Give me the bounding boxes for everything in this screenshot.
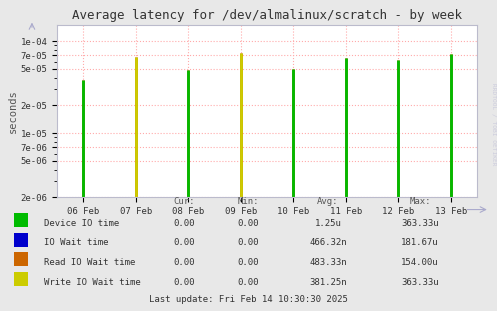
Text: 154.00u: 154.00u bbox=[401, 258, 439, 267]
Text: 363.33u: 363.33u bbox=[401, 278, 439, 286]
Text: 0.00: 0.00 bbox=[173, 278, 195, 286]
Text: Read IO Wait time: Read IO Wait time bbox=[44, 258, 135, 267]
Text: Write IO Wait time: Write IO Wait time bbox=[44, 278, 141, 286]
Text: 483.33n: 483.33n bbox=[309, 258, 347, 267]
Text: 0.00: 0.00 bbox=[238, 278, 259, 286]
Text: Max:: Max: bbox=[409, 197, 431, 206]
Title: Average latency for /dev/almalinux/scratch - by week: Average latency for /dev/almalinux/scrat… bbox=[72, 9, 462, 22]
Text: Cur:: Cur: bbox=[173, 197, 195, 206]
Text: 0.00: 0.00 bbox=[173, 239, 195, 247]
Text: 0.00: 0.00 bbox=[238, 219, 259, 228]
Text: RRDTOOL / TOBI OETIKER: RRDTOOL / TOBI OETIKER bbox=[491, 83, 496, 166]
Y-axis label: seconds: seconds bbox=[8, 89, 18, 133]
Text: Avg:: Avg: bbox=[317, 197, 339, 206]
Text: Last update: Fri Feb 14 10:30:30 2025: Last update: Fri Feb 14 10:30:30 2025 bbox=[149, 295, 348, 304]
Text: Device IO time: Device IO time bbox=[44, 219, 119, 228]
Text: 0.00: 0.00 bbox=[238, 239, 259, 247]
Text: 363.33u: 363.33u bbox=[401, 219, 439, 228]
Text: 0.00: 0.00 bbox=[173, 219, 195, 228]
Text: 0.00: 0.00 bbox=[238, 258, 259, 267]
Text: 181.67u: 181.67u bbox=[401, 239, 439, 247]
Text: IO Wait time: IO Wait time bbox=[44, 239, 108, 247]
Text: Min:: Min: bbox=[238, 197, 259, 206]
Text: 381.25n: 381.25n bbox=[309, 278, 347, 286]
Text: 1.25u: 1.25u bbox=[315, 219, 341, 228]
Text: 0.00: 0.00 bbox=[173, 258, 195, 267]
Text: 466.32n: 466.32n bbox=[309, 239, 347, 247]
